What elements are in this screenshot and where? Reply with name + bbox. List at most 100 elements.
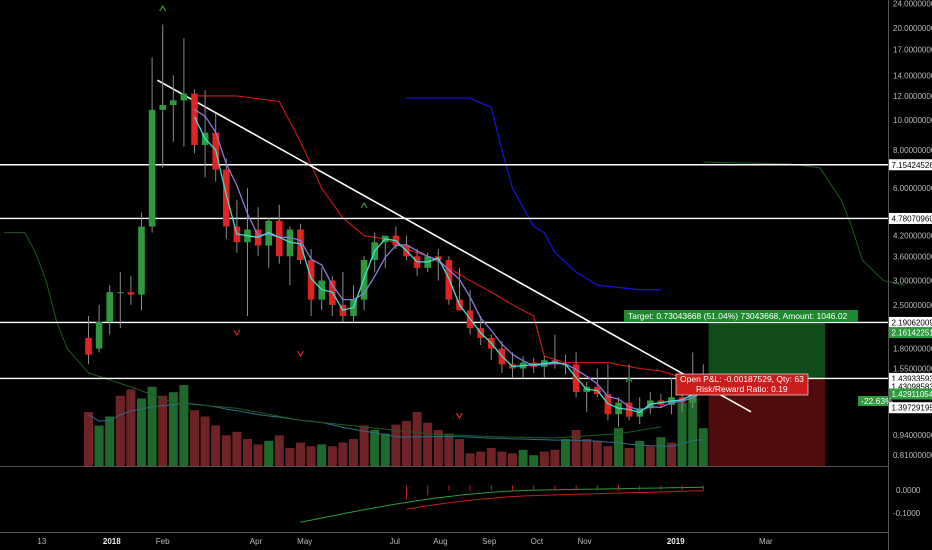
volume-bar — [677, 403, 687, 466]
time-tick-label: Feb — [156, 537, 170, 546]
sell-signal-arrow — [233, 329, 241, 337]
indicator-tick-label: 0.0000 — [896, 486, 921, 495]
price-tick-label: 10.00000000 — [893, 116, 932, 125]
volume-bar — [221, 435, 231, 466]
price-tag-label: 2.19062009 — [892, 318, 932, 327]
time-tick-label: 2019 — [667, 537, 685, 546]
time-tick-label: Jul — [390, 537, 400, 546]
volume-bar — [476, 451, 486, 466]
target-label: Target: 0.73043668 (51.04%) 73043668, Am… — [628, 311, 848, 321]
price-tags: 7.15424526 4.78070960 2.19062009 2.16142251… — [889, 159, 932, 414]
target-label-box — [624, 310, 858, 322]
oscillator-line — [300, 486, 704, 523]
buy-signal-arrow — [360, 201, 368, 209]
volume-bar — [455, 439, 464, 466]
trendline[interactable] — [157, 79, 752, 413]
time-tick-label: Nov — [577, 537, 591, 546]
time-tick-label: Mar — [759, 537, 773, 546]
volume-bar — [190, 410, 199, 466]
price-tag-box — [889, 380, 932, 392]
volume-bar — [645, 446, 655, 466]
volume-bar — [94, 425, 104, 466]
time-tick-label: 2018 — [103, 537, 121, 546]
risk-reward-label: Risk/Reward Ratio: 0.19 — [696, 384, 788, 394]
oscillator-pane — [300, 485, 704, 523]
volume-bar — [327, 446, 337, 466]
volume-bar — [698, 428, 708, 466]
price-tick-label: 6.00000000 — [893, 184, 932, 193]
volume-bar — [115, 395, 125, 466]
time-tick-label: May — [297, 537, 312, 546]
volume-bar — [274, 435, 284, 466]
volume-bar — [158, 395, 168, 466]
volume-bar — [105, 416, 115, 466]
volume-bar — [306, 446, 316, 466]
bear-candle — [307, 260, 315, 300]
volume-bar — [84, 412, 93, 466]
bull-candle — [286, 229, 294, 257]
volume-bar — [508, 453, 517, 466]
pl-label-box — [675, 373, 809, 396]
price-tag-box — [889, 316, 932, 328]
price-tag-label: 1.39729195 — [892, 404, 932, 413]
volume-bar — [433, 430, 443, 466]
volume-bar — [412, 412, 422, 466]
time-tick-label: 13 — [37, 537, 46, 546]
price-tag-box — [889, 159, 932, 171]
time-tick-label: Apr — [250, 537, 263, 546]
volume-bar — [624, 448, 634, 466]
bull-candle — [170, 100, 177, 106]
price-tag-label: 1.42911054 — [892, 390, 932, 399]
bear-candle — [191, 93, 198, 145]
price-tick-label: 1.55000000 — [893, 365, 932, 374]
lagging-span-line — [3, 232, 661, 439]
trendline-line — [157, 79, 752, 413]
buy-signal-arrow — [159, 4, 167, 12]
bull-candle — [159, 105, 166, 110]
volume-bar — [603, 446, 613, 466]
target-zone — [708, 322, 826, 379]
volume-bar — [688, 383, 698, 466]
volume-bar — [317, 444, 327, 466]
time-axis[interactable]: 13 2018 Feb Apr May Jul Aug Sep Oct Nov 2019 Mar — [37, 537, 773, 546]
price-tag-box — [889, 212, 932, 224]
volume-bar — [370, 430, 380, 466]
price-tag-label: 1.43933593 — [892, 374, 932, 383]
sell-signal-arrow — [296, 350, 305, 358]
price-tag-box — [889, 388, 932, 400]
volume-bar — [147, 386, 157, 466]
volume-bar — [571, 430, 581, 466]
volume-bar — [518, 449, 528, 466]
leading-span-line — [406, 97, 661, 291]
price-tick-label: 8.00000000 — [893, 146, 932, 155]
volume-bar — [497, 451, 507, 466]
volume-bar — [550, 449, 560, 466]
time-tick-label: Aug — [433, 537, 447, 546]
time-tick-label: Sep — [482, 537, 497, 546]
volume-bar — [529, 455, 539, 466]
indicator-tick-label: -0.1000 — [893, 509, 921, 518]
volume-bar — [444, 433, 454, 466]
volume-bar — [391, 424, 401, 466]
time-tick-label: Oct — [531, 537, 544, 546]
oscillator-signal-line — [406, 490, 704, 510]
price-tag-box — [889, 402, 932, 414]
sell-signal-arrow — [455, 412, 464, 420]
bear-candle — [276, 220, 283, 257]
volume-bar — [243, 439, 252, 466]
volume-bar — [582, 439, 592, 466]
signal-arrows — [159, 4, 633, 420]
bull-candle — [95, 321, 103, 349]
volume-bar — [253, 444, 263, 466]
price-tick-label: 17.00000000 — [893, 45, 932, 54]
volume-bar — [349, 439, 358, 466]
volume-bar — [423, 422, 433, 466]
volume-bar — [614, 428, 623, 466]
volume-bar — [296, 442, 305, 466]
volume-bar — [126, 389, 136, 466]
volume-bar — [232, 431, 242, 466]
volume-bar — [635, 440, 645, 466]
bull-candle — [148, 109, 156, 227]
